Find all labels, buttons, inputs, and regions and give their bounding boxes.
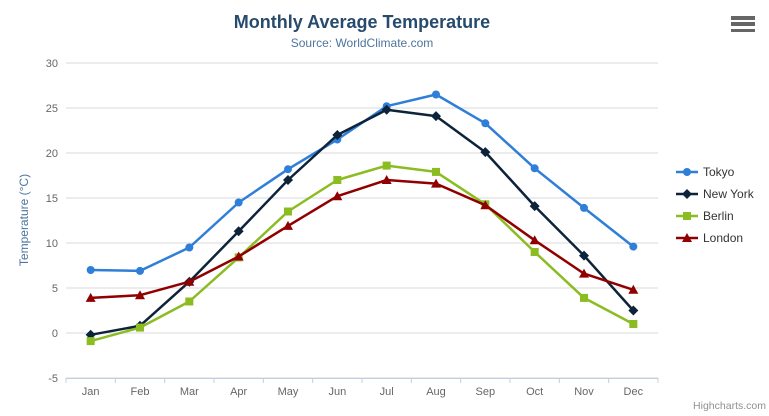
legend-item-tokyo[interactable]: Tokyo bbox=[676, 161, 754, 183]
hamburger-icon bbox=[731, 22, 755, 26]
y-tick-label: 15 bbox=[46, 193, 58, 205]
x-tick-label: Aug bbox=[426, 386, 446, 398]
y-tick-label: 0 bbox=[52, 328, 58, 340]
series-tokyo bbox=[86, 90, 638, 275]
export-menu-button[interactable] bbox=[731, 14, 757, 34]
x-tick-label: Dec bbox=[624, 386, 644, 398]
x-tick-label: Sep bbox=[476, 386, 496, 398]
y-tick-label: 10 bbox=[46, 238, 58, 250]
triangle-marker-icon bbox=[676, 233, 698, 242]
legend-item-berlin[interactable]: Berlin bbox=[676, 205, 754, 227]
x-axis bbox=[65, 378, 659, 383]
y-tick-label: -5 bbox=[48, 373, 58, 385]
legend: Tokyo New York Berlin London bbox=[676, 161, 754, 249]
chart-subtitle: Source: WorldClimate.com bbox=[290, 36, 434, 50]
x-tick-label: Oct bbox=[526, 386, 543, 398]
y-axis-title: Temperature (°C) bbox=[17, 173, 31, 267]
series-new-york bbox=[85, 104, 639, 340]
hamburger-icon bbox=[731, 16, 755, 20]
legend-item-london[interactable]: London bbox=[676, 227, 754, 249]
series-london bbox=[85, 175, 639, 302]
x-tick-label: Nov bbox=[574, 386, 594, 398]
y-tick-label: 25 bbox=[46, 103, 58, 115]
y-tick-label: 5 bbox=[52, 283, 58, 295]
y-axis-labels: 30 25 20 15 10 5 0 -5 bbox=[46, 58, 58, 385]
diamond-marker-icon bbox=[676, 189, 698, 199]
x-tick-label: Feb bbox=[131, 386, 150, 398]
square-marker-icon bbox=[676, 212, 698, 220]
x-tick-label: Jul bbox=[380, 386, 394, 398]
x-tick-label: Jan bbox=[82, 386, 100, 398]
legend-label: London bbox=[703, 231, 744, 245]
chart-title: Monthly Average Temperature bbox=[233, 12, 491, 32]
legend-label: Berlin bbox=[703, 209, 734, 223]
x-tick-label: Jun bbox=[328, 386, 346, 398]
x-tick-label: Apr bbox=[230, 386, 247, 398]
y-tick-label: 20 bbox=[46, 148, 58, 160]
legend-item-new-york[interactable]: New York bbox=[676, 183, 754, 205]
legend-label: Tokyo bbox=[703, 165, 735, 179]
x-tick-label: Mar bbox=[180, 386, 199, 398]
hamburger-icon bbox=[731, 28, 755, 32]
legend-label: New York bbox=[703, 187, 754, 201]
y-gridlines bbox=[66, 62, 658, 379]
y-tick-label: 30 bbox=[46, 58, 58, 70]
x-axis-labels: Jan Feb Mar Apr May Jun Jul Aug Sep Oct Nov Dec bbox=[82, 386, 644, 398]
circle-marker-icon bbox=[676, 168, 698, 176]
credits-link[interactable]: Highcharts.com bbox=[693, 400, 766, 412]
x-tick-label: May bbox=[278, 386, 299, 398]
